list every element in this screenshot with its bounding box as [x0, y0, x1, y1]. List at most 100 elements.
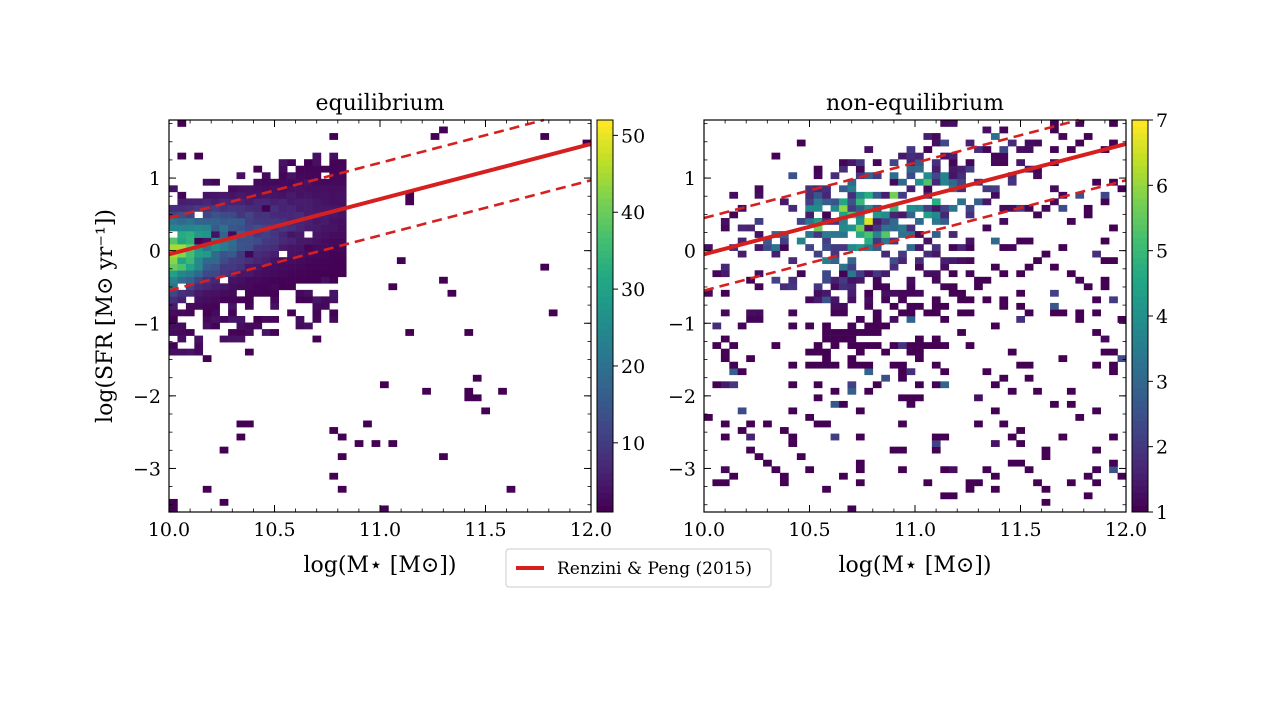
- heatmap-bin: [422, 387, 431, 395]
- heatmap-bin: [177, 218, 187, 225]
- heatmap-bin: [278, 204, 288, 212]
- heatmap-bin: [830, 309, 840, 317]
- heatmap-bin: [1109, 368, 1118, 376]
- heatmap-bin: [261, 198, 271, 206]
- heatmap-bin: [1024, 361, 1034, 369]
- heatmap-bin: [236, 433, 246, 441]
- heatmap-bin: [270, 204, 280, 212]
- heatmap-bin: [813, 342, 823, 349]
- heatmap-bin: [329, 133, 339, 140]
- panel-non-equilibrium: non-equilibrium 10.0 10.5 11.0 11.5 12.0 −3 −2…: [668, 91, 1168, 578]
- heatmap-bin: [548, 309, 558, 317]
- heatmap-bin: [1109, 361, 1118, 369]
- heatmap-bin: [872, 270, 882, 278]
- heatmap-bin: [1100, 191, 1110, 199]
- heatmap-bin: [185, 198, 195, 206]
- colorbar-frame: [596, 119, 614, 513]
- heatmap-bin: [898, 368, 907, 376]
- heatmap-bin: [337, 257, 347, 265]
- heatmap-bin: [746, 420, 755, 428]
- heatmap-bin: [872, 322, 882, 330]
- heatmap-bin: [889, 263, 899, 271]
- heatmap-bin: [805, 466, 815, 474]
- colorbar-segment: [597, 329, 613, 337]
- heatmap-bin: [219, 224, 229, 232]
- heatmap-bin: [312, 224, 322, 232]
- heatmap-bin: [957, 309, 966, 317]
- heatmap-bin: [1007, 139, 1017, 147]
- heatmap-bin: [931, 172, 941, 180]
- heatmap-bin: [974, 283, 983, 291]
- heatmap-bin: [337, 231, 347, 238]
- heatmap-bin: [965, 139, 975, 147]
- heatmap-bin: [1117, 355, 1127, 363]
- colorbar-segment: [1132, 231, 1148, 239]
- heatmap-bin: [169, 211, 178, 219]
- heatmap-bin: [889, 342, 899, 349]
- heatmap-bin: [746, 433, 755, 441]
- heatmap-bin: [169, 322, 178, 330]
- heatmap-bin: [261, 316, 271, 323]
- heatmap-bin: [864, 322, 874, 330]
- colorbar-segment: [597, 126, 613, 134]
- heatmap-bin: [1024, 263, 1034, 271]
- colorbar-segment: [597, 368, 613, 376]
- heatmap-bin: [1033, 139, 1042, 147]
- heatmap-bin: [185, 263, 195, 271]
- heatmap-bin: [805, 198, 815, 206]
- heatmap-bin: [312, 178, 322, 186]
- heatmap-bin: [712, 479, 722, 487]
- heatmap-bin: [236, 224, 246, 232]
- heatmap-bin: [244, 185, 254, 193]
- heatmap-bin: [771, 466, 781, 474]
- heatmap-bin: [329, 185, 339, 193]
- heatmap-bin: [304, 296, 313, 304]
- heatmap-bin: [822, 244, 831, 251]
- heatmap-bin: [999, 244, 1009, 251]
- colorbar-segment: [1132, 387, 1148, 395]
- heatmap-bin: [320, 165, 330, 173]
- heatmap-bin: [1092, 296, 1101, 304]
- heatmap-bin: [864, 296, 874, 304]
- heatmap-bin: [1092, 178, 1101, 186]
- heatmap-bin: [185, 211, 195, 219]
- heatmap-bin: [185, 237, 195, 245]
- heatmap-bin: [219, 335, 229, 343]
- heatmap-bin: [177, 231, 187, 238]
- colorbar-segment: [597, 453, 613, 461]
- heatmap-bin: [855, 159, 865, 167]
- heatmap-bin: [779, 244, 789, 251]
- heatmap-bins: [169, 120, 592, 513]
- heatmap-bin: [813, 361, 823, 369]
- colorbar-segment: [597, 133, 613, 141]
- colorbar-segment: [1132, 479, 1148, 487]
- colorbar-segment: [1132, 381, 1148, 389]
- heatmap-bin: [329, 224, 339, 232]
- heatmap-bin: [1007, 178, 1017, 186]
- heatmap-bin: [822, 289, 831, 297]
- heatmap-bin: [729, 191, 739, 199]
- heatmap-bin: [236, 329, 246, 336]
- heatmap-bin: [177, 211, 187, 219]
- heatmap-bin: [763, 420, 772, 428]
- heatmap-bin: [194, 237, 204, 245]
- heatmap-bin: [906, 309, 916, 317]
- heatmap-bin: [864, 244, 874, 251]
- heatmap-bin: [805, 191, 815, 199]
- heatmap-bin: [1050, 146, 1059, 153]
- heatmap-bin: [999, 159, 1009, 167]
- heatmap-bin: [931, 361, 941, 369]
- heatmap-bin: [1050, 120, 1059, 127]
- heatmap-bin: [304, 224, 313, 232]
- heatmap-bin: [847, 329, 857, 336]
- y-tick-label: −1: [133, 313, 161, 335]
- heatmap-bin: [788, 361, 798, 369]
- heatmap-bin: [253, 270, 263, 278]
- heatmap-bin: [295, 296, 305, 304]
- heatmap-bin: [261, 231, 271, 238]
- heatmap-bin: [1117, 472, 1127, 480]
- colorbar-segment: [597, 394, 613, 402]
- colorbar-segment: [597, 204, 613, 212]
- heatmap-bin: [228, 218, 237, 225]
- heatmap-bin: [830, 276, 840, 284]
